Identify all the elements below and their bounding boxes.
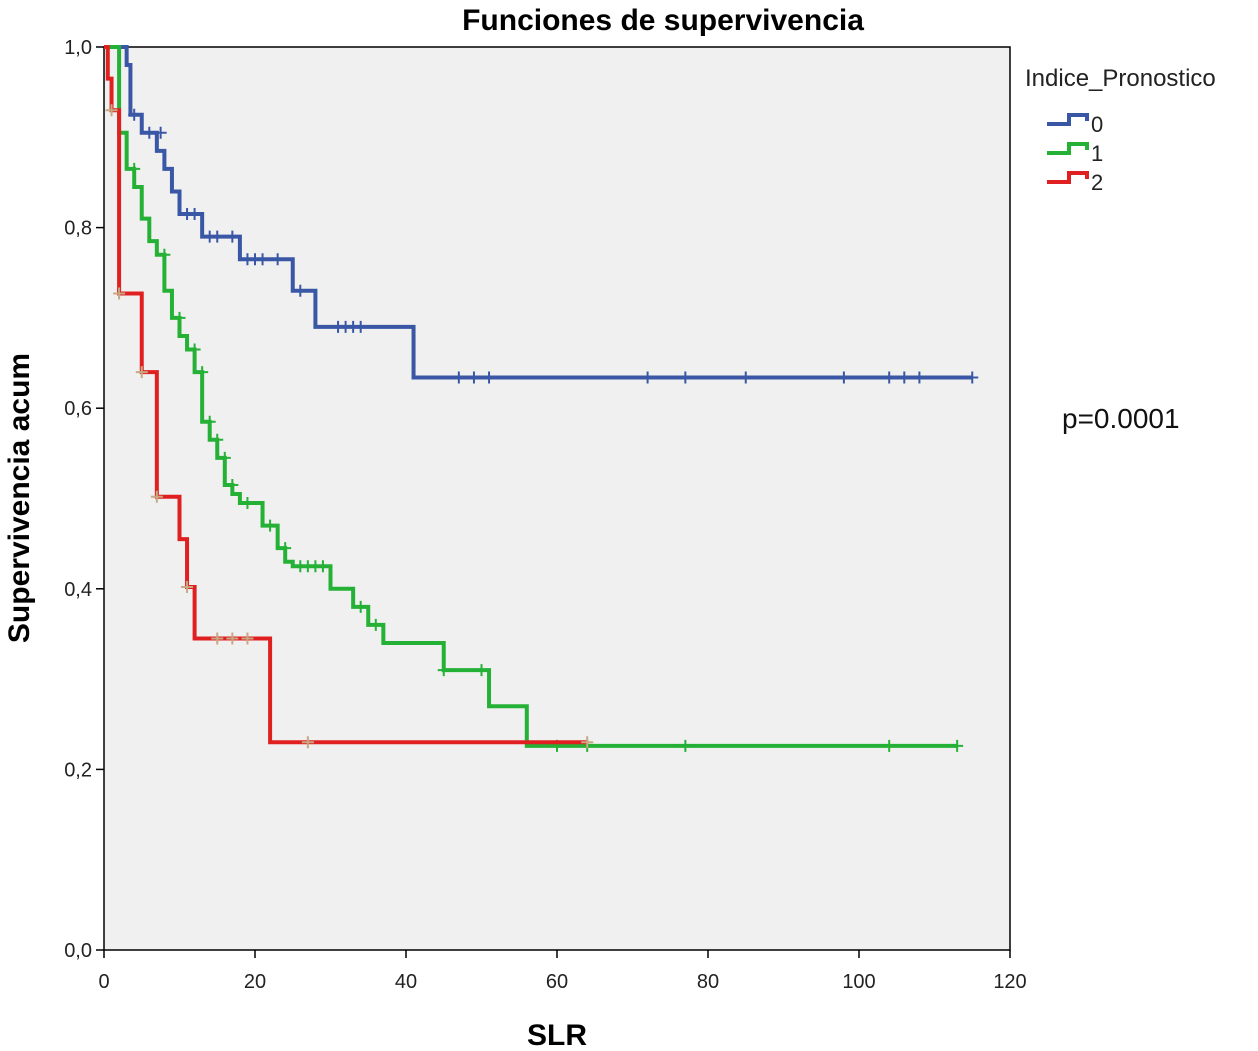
series-2-line [104, 45, 588, 745]
series-1-censor-mark [211, 433, 224, 446]
legend-label-1: 1 [1091, 141, 1103, 166]
x-tick-label: 120 [993, 971, 1026, 993]
series-1-censor-mark [437, 664, 450, 677]
legend: Indice_Pronostico 0 1 2 [1025, 65, 1216, 195]
series-1-censor-mark [264, 519, 277, 532]
series-0-censor-mark [294, 284, 307, 297]
series-1-censor-mark [218, 451, 231, 464]
plot-area [103, 46, 1011, 951]
series-0-censor-mark [966, 371, 979, 384]
p-value-annotation: p=0.0001 [1062, 403, 1180, 434]
series-0-censor-mark [226, 230, 239, 243]
series-1-censor-mark [226, 478, 239, 491]
series-0-censor-mark [641, 371, 654, 384]
series-1-censor-mark [173, 311, 186, 324]
series-0-censor-mark [271, 253, 284, 266]
x-axis: 0 20 40 60 80 100 120 [98, 950, 1027, 993]
series-0-censor-mark [467, 371, 480, 384]
x-tick-label: 80 [697, 971, 719, 993]
series-1-censor-mark [196, 366, 209, 379]
legend-swatch-1 [1047, 142, 1089, 155]
series-1-censor-mark [316, 560, 329, 573]
series-0-censor-mark [128, 108, 141, 121]
series-2-censor-mark [241, 632, 254, 645]
series-0-censor-mark [913, 371, 926, 384]
series-2-censor-mark [150, 490, 163, 503]
legend-swatch-2 [1047, 171, 1089, 184]
y-tick-label: 0,6 [64, 398, 92, 420]
series-1-censor-mark [679, 739, 692, 752]
legend-label-2: 2 [1091, 170, 1103, 195]
series-0-censor-mark [452, 371, 465, 384]
series-1-censor-mark [354, 600, 367, 613]
series-0-censor-mark [154, 126, 167, 139]
series-0-censor-mark [837, 371, 850, 384]
x-tick-label: 40 [395, 971, 417, 993]
series-1-censor-mark [203, 415, 216, 428]
x-tick-label: 100 [842, 971, 875, 993]
series-0-censor-mark [354, 320, 367, 333]
series-0-censor-mark [739, 371, 752, 384]
series-0-censor-mark [483, 371, 496, 384]
y-axis: 0,0 0,2 0,4 0,6 0,8 1,0 [64, 37, 104, 962]
legend-swatch-0 [1047, 113, 1089, 126]
series-1-censor-mark [158, 248, 171, 261]
series-2-censor-mark [181, 580, 194, 593]
series-2-censor-mark [135, 366, 148, 379]
x-tick-label: 0 [98, 971, 109, 993]
series-1-censor-mark [475, 664, 488, 677]
series-layer [104, 45, 979, 752]
series-0-censor-mark [883, 371, 896, 384]
series-2-censor-mark [113, 287, 126, 300]
y-tick-label: 0,8 [64, 218, 92, 240]
series-0-censor-mark [188, 208, 201, 221]
legend-title: Indice_Pronostico [1025, 65, 1216, 92]
series-0-censor-mark [143, 126, 156, 139]
x-tick-label: 20 [244, 971, 266, 993]
y-tick-label: 1,0 [64, 37, 92, 59]
series-1-censor-mark [128, 162, 141, 175]
chart-title: Funciones de supervivencia [462, 4, 864, 37]
y-tick-label: 0,0 [64, 940, 92, 962]
y-tick-label: 0,2 [64, 759, 92, 781]
series-2-censor-mark [581, 736, 594, 749]
series-1-censor-mark [241, 497, 254, 510]
series-2-censor-mark [105, 104, 118, 117]
series-0-censor-mark [256, 253, 269, 266]
series-2-censor-mark [226, 632, 239, 645]
y-tick-label: 0,4 [64, 579, 92, 601]
series-0-censor-mark [679, 371, 692, 384]
y-axis-label: Supervivencia acum [3, 353, 36, 643]
series-1-censor-mark [279, 542, 292, 555]
series-1-censor-mark [188, 343, 201, 356]
series-0-censor-mark [898, 371, 911, 384]
series-1-censor-mark [369, 618, 382, 631]
series-1-censor-mark [951, 739, 964, 752]
series-2-censor-mark [211, 632, 224, 645]
series-2-censor-mark [301, 736, 314, 749]
x-axis-label: SLR [527, 1019, 587, 1051]
series-1-censor-mark [883, 739, 896, 752]
x-tick-label: 60 [546, 971, 568, 993]
series-0-censor-mark [211, 230, 224, 243]
legend-label-0: 0 [1091, 112, 1103, 137]
